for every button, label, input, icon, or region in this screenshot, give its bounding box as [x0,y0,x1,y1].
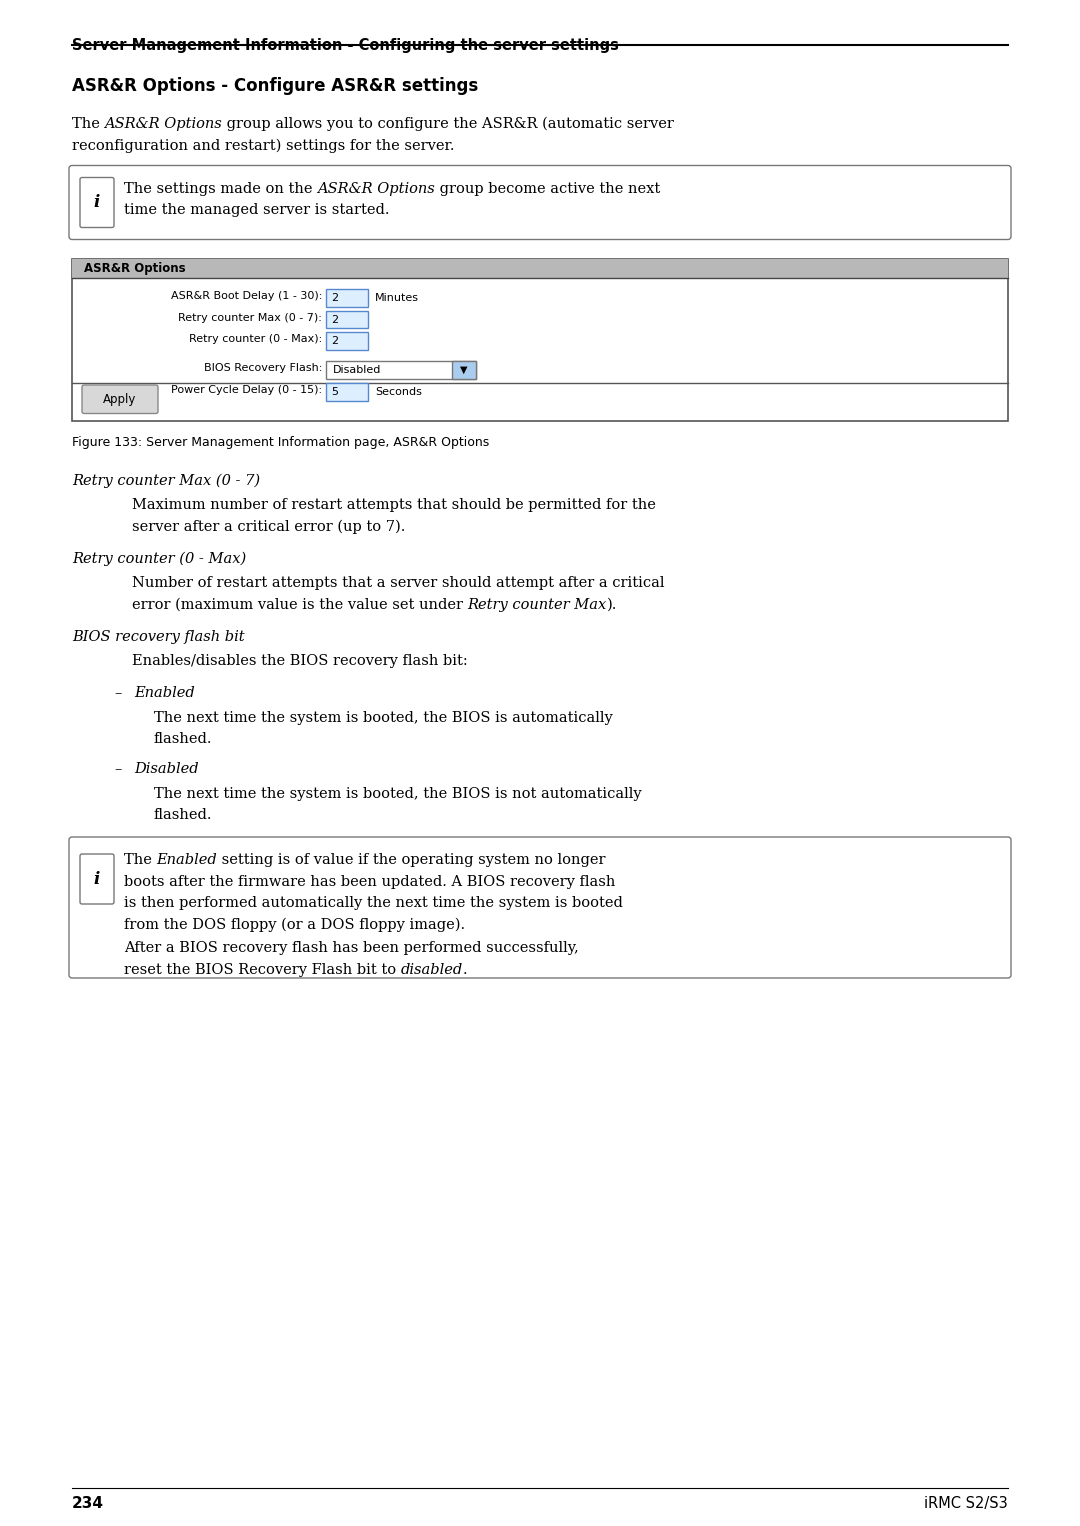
Text: The settings made on the: The settings made on the [124,182,318,195]
Bar [72,258,1008,421]
Text: ASR&R Options: ASR&R Options [84,262,186,275]
Text: Retry counter Max: Retry counter Max [468,598,607,612]
Text: The next time the system is booted, the BIOS is automatically: The next time the system is booted, the … [154,711,612,725]
Text: is then performed automatically the next time the system is booted: is then performed automatically the next… [124,896,623,909]
Text: Disabled: Disabled [333,365,381,374]
Text: i: i [94,870,100,888]
Text: iRMC S2/S3: iRMC S2/S3 [924,1495,1008,1511]
Text: ASR&R Boot Delay (1 - 30):: ASR&R Boot Delay (1 - 30): [171,291,322,301]
Text: –: – [114,761,121,777]
Text: flashed.: flashed. [154,807,213,823]
Text: ▼: ▼ [460,365,468,375]
Text: .: . [463,963,468,977]
Text: from the DOS floppy (or a DOS floppy image).: from the DOS floppy (or a DOS floppy ima… [124,917,465,932]
Text: After a BIOS recovery flash has been performed successfully,: After a BIOS recovery flash has been per… [124,942,579,955]
Text: ASR&R Options: ASR&R Options [105,118,222,131]
Text: Retry counter Max (0 - 7):: Retry counter Max (0 - 7): [178,313,322,322]
Text: Retry counter Max (0 - 7): Retry counter Max (0 - 7) [72,473,260,488]
Text: ASR&R Options - Configure ASR&R settings: ASR&R Options - Configure ASR&R settings [72,76,478,95]
Text: Retry counter (0 - Max):: Retry counter (0 - Max): [189,334,322,343]
Text: group become active the next: group become active the next [435,182,660,195]
Text: reset the BIOS Recovery Flash bit to: reset the BIOS Recovery Flash bit to [124,963,401,977]
Text: ).: ). [607,598,618,612]
Text: Server Management Information - Configuring the server settings: Server Management Information - Configur… [72,38,619,53]
FancyBboxPatch shape [80,855,114,903]
Text: BIOS recovery flash bit: BIOS recovery flash bit [72,630,245,644]
Text: reconfiguration and restart) settings for the server.: reconfiguration and restart) settings fo… [72,139,455,153]
FancyBboxPatch shape [80,177,114,227]
Text: group allows you to configure the ASR&R (automatic server: group allows you to configure the ASR&R … [222,118,674,131]
Text: The next time the system is booted, the BIOS is not automatically: The next time the system is booted, the … [154,786,642,801]
Bar [72,258,1008,278]
Text: i: i [94,194,100,211]
Text: Seconds: Seconds [375,388,422,397]
Text: boots after the firmware has been updated. A BIOS recovery flash: boots after the firmware has been update… [124,874,616,888]
FancyBboxPatch shape [82,385,158,414]
Text: Enabled: Enabled [134,687,194,700]
Bar [326,383,368,400]
Text: Retry counter (0 - Max): Retry counter (0 - Max) [72,551,246,566]
Text: 2: 2 [330,336,338,346]
Text: 2: 2 [330,293,338,304]
Text: Number of restart attempts that a server should attempt after a critical: Number of restart attempts that a server… [132,575,664,591]
Text: BIOS Recovery Flash:: BIOS Recovery Flash: [204,363,322,372]
Bar [326,360,476,378]
Text: Enabled: Enabled [157,853,217,867]
Text: 5: 5 [330,388,338,397]
Text: Maximum number of restart attempts that should be permitted for the: Maximum number of restart attempts that … [132,497,656,513]
Text: Power Cycle Delay (0 - 15):: Power Cycle Delay (0 - 15): [171,385,322,395]
Text: The: The [124,853,157,867]
Text: 2: 2 [330,314,338,325]
Bar [453,360,476,378]
Bar [326,288,368,307]
Text: 234: 234 [72,1495,104,1511]
Text: setting is of value if the operating system no longer: setting is of value if the operating sys… [217,853,606,867]
Text: error (maximum value is the value set under: error (maximum value is the value set un… [132,598,468,612]
Text: time the managed server is started.: time the managed server is started. [124,203,390,217]
FancyBboxPatch shape [69,165,1011,240]
Bar [326,333,368,349]
Text: Disabled: Disabled [134,761,199,777]
Text: flashed.: flashed. [154,732,213,746]
Text: ASR&R Options: ASR&R Options [318,182,435,195]
Text: Apply: Apply [104,392,137,406]
Text: Enables/disables the BIOS recovery flash bit:: Enables/disables the BIOS recovery flash… [132,655,468,668]
Text: –: – [114,687,121,700]
FancyBboxPatch shape [69,836,1011,978]
Text: server after a critical error (up to 7).: server after a critical error (up to 7). [132,519,405,534]
Bar [326,310,368,328]
Text: Minutes: Minutes [375,293,419,304]
Text: disabled: disabled [401,963,463,977]
Text: The: The [72,118,105,131]
Text: Figure 133: Server Management Information page, ASR&R Options: Figure 133: Server Management Informatio… [72,435,489,449]
